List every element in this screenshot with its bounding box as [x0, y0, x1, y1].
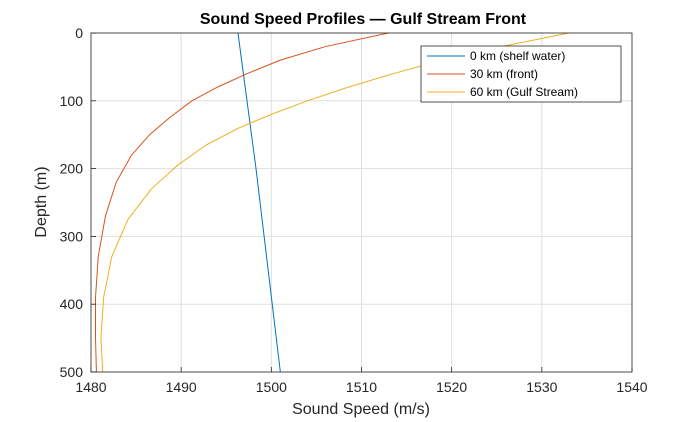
x-tick-label: 1510 [346, 379, 377, 395]
legend-label: 30 km (front) [470, 67, 538, 81]
series-line-0 [237, 32, 281, 373]
legend-label: 0 km (shelf water) [470, 49, 565, 63]
x-tick-label: 1500 [256, 379, 287, 395]
series-line-1 [95, 32, 389, 373]
series-line-2 [100, 32, 569, 373]
y-axis-label: Depth (m) [33, 166, 50, 237]
y-tick-label: 100 [60, 93, 84, 109]
x-tick-label: 1540 [616, 379, 647, 395]
y-tick-label: 500 [60, 364, 84, 380]
y-tick-label: 300 [60, 228, 84, 244]
x-tick-label: 1520 [436, 379, 467, 395]
series-group [95, 32, 569, 373]
x-tick-label: 1480 [75, 379, 106, 395]
x-tick-label: 1490 [166, 379, 197, 395]
x-axis-label: Sound Speed (m/s) [292, 401, 430, 418]
x-tick-label: 1530 [526, 379, 557, 395]
legend: 0 km (shelf water) 30 km (front) 60 km (Gu… [420, 45, 622, 103]
y-tick-label: 200 [60, 161, 84, 177]
ticks-group: 1480 1490 1500 1510 1520 1530 1540 0 100 200 300 40… [60, 25, 648, 395]
y-tick-label: 0 [75, 25, 83, 41]
y-tick-label: 400 [60, 296, 84, 312]
chart-title: Sound Speed Profiles — Gulf Stream Front [200, 11, 527, 28]
legend-label: 60 km (Gulf Stream) [470, 85, 578, 99]
